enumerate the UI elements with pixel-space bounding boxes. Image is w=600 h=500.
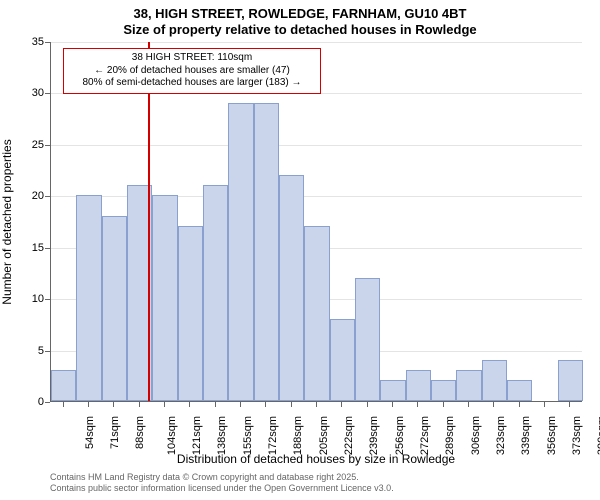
x-tick-mark: [316, 402, 317, 407]
y-tick-label: 5: [22, 345, 44, 357]
x-tick-mark: [417, 402, 418, 407]
x-tick-label: 121sqm: [191, 416, 203, 455]
grid-line: [51, 145, 582, 146]
x-tick-mark: [493, 402, 494, 407]
x-tick-label: 256sqm: [394, 416, 406, 455]
bar: [406, 370, 431, 401]
x-tick-mark: [519, 402, 520, 407]
bar: [254, 103, 279, 401]
grid-line: [51, 42, 582, 43]
annotation-line2: ← 20% of detached houses are smaller (47…: [70, 65, 314, 78]
bar: [102, 216, 127, 401]
y-tick-mark: [45, 351, 50, 352]
x-tick-mark: [164, 402, 165, 407]
x-tick-label: 339sqm: [520, 416, 532, 455]
x-tick-label: 172sqm: [267, 416, 279, 455]
x-tick-label: 138sqm: [216, 416, 228, 455]
x-tick-label: 222sqm: [343, 416, 355, 455]
bar: [380, 380, 405, 401]
y-tick-label: 10: [22, 293, 44, 305]
y-tick-label: 30: [22, 87, 44, 99]
x-tick-label: 323sqm: [495, 416, 507, 455]
x-tick-mark: [265, 402, 266, 407]
x-tick-mark: [468, 402, 469, 407]
x-tick-label: 205sqm: [318, 416, 330, 455]
y-tick-mark: [45, 196, 50, 197]
attribution-line1: Contains HM Land Registry data © Crown c…: [50, 472, 394, 483]
x-tick-label: 289sqm: [444, 416, 456, 455]
chart-title-line2: Size of property relative to detached ho…: [0, 22, 600, 37]
y-axis-label: Number of detached properties: [0, 139, 14, 304]
x-tick-label: 390sqm: [596, 416, 600, 455]
bar: [330, 319, 355, 401]
x-tick-mark: [189, 402, 190, 407]
annotation-box: 38 HIGH STREET: 110sqm ← 20% of detached…: [63, 48, 321, 94]
bar: [482, 360, 507, 401]
bar: [304, 226, 329, 401]
annotation-line3: 80% of semi-detached houses are larger (…: [70, 77, 314, 90]
annotation-line1: 38 HIGH STREET: 110sqm: [70, 52, 314, 65]
y-tick-label: 35: [22, 36, 44, 48]
x-tick-label: 104sqm: [166, 416, 178, 455]
x-tick-label: 188sqm: [292, 416, 304, 455]
x-tick-mark: [139, 402, 140, 407]
x-tick-label: 373sqm: [571, 416, 583, 455]
bar: [355, 278, 380, 401]
x-tick-label: 71sqm: [109, 416, 121, 449]
x-tick-mark: [63, 402, 64, 407]
bar: [507, 380, 532, 401]
x-tick-mark: [291, 402, 292, 407]
bar: [76, 195, 101, 401]
y-tick-mark: [45, 402, 50, 403]
x-tick-mark: [392, 402, 393, 407]
x-tick-mark: [367, 402, 368, 407]
x-tick-mark: [215, 402, 216, 407]
x-tick-mark: [88, 402, 89, 407]
y-tick-label: 0: [22, 396, 44, 408]
x-tick-mark: [240, 402, 241, 407]
x-tick-label: 155sqm: [242, 416, 254, 455]
y-tick-mark: [45, 93, 50, 94]
bar: [51, 370, 76, 401]
x-tick-label: 239sqm: [368, 416, 380, 455]
x-tick-mark: [569, 402, 570, 407]
plot-area: 38 HIGH STREET: 110sqm ← 20% of detached…: [50, 42, 582, 402]
histogram-chart: 38, HIGH STREET, ROWLEDGE, FARNHAM, GU10…: [0, 0, 600, 500]
bar: [456, 370, 481, 401]
x-tick-label: 88sqm: [134, 416, 146, 449]
x-tick-label: 356sqm: [546, 416, 558, 455]
bar: [228, 103, 253, 401]
bar: [558, 360, 583, 401]
chart-title-line1: 38, HIGH STREET, ROWLEDGE, FARNHAM, GU10…: [0, 6, 600, 21]
bar: [178, 226, 203, 401]
y-tick-mark: [45, 248, 50, 249]
bar: [203, 185, 228, 401]
x-tick-mark: [113, 402, 114, 407]
bar: [431, 380, 456, 401]
x-tick-label: 272sqm: [419, 416, 431, 455]
y-tick-label: 20: [22, 190, 44, 202]
x-tick-mark: [544, 402, 545, 407]
y-tick-label: 25: [22, 139, 44, 151]
x-tick-label: 54sqm: [84, 416, 96, 449]
x-tick-mark: [443, 402, 444, 407]
x-axis-label: Distribution of detached houses by size …: [50, 452, 582, 466]
y-tick-mark: [45, 299, 50, 300]
bar: [152, 195, 177, 401]
y-tick-mark: [45, 42, 50, 43]
attribution-text: Contains HM Land Registry data © Crown c…: [50, 472, 394, 495]
y-tick-mark: [45, 145, 50, 146]
bar: [279, 175, 304, 401]
x-tick-mark: [341, 402, 342, 407]
grid-line: [51, 93, 582, 94]
y-tick-label: 15: [22, 242, 44, 254]
x-tick-label: 306sqm: [470, 416, 482, 455]
reference-line: [148, 42, 150, 401]
attribution-line2: Contains public sector information licen…: [50, 483, 394, 494]
